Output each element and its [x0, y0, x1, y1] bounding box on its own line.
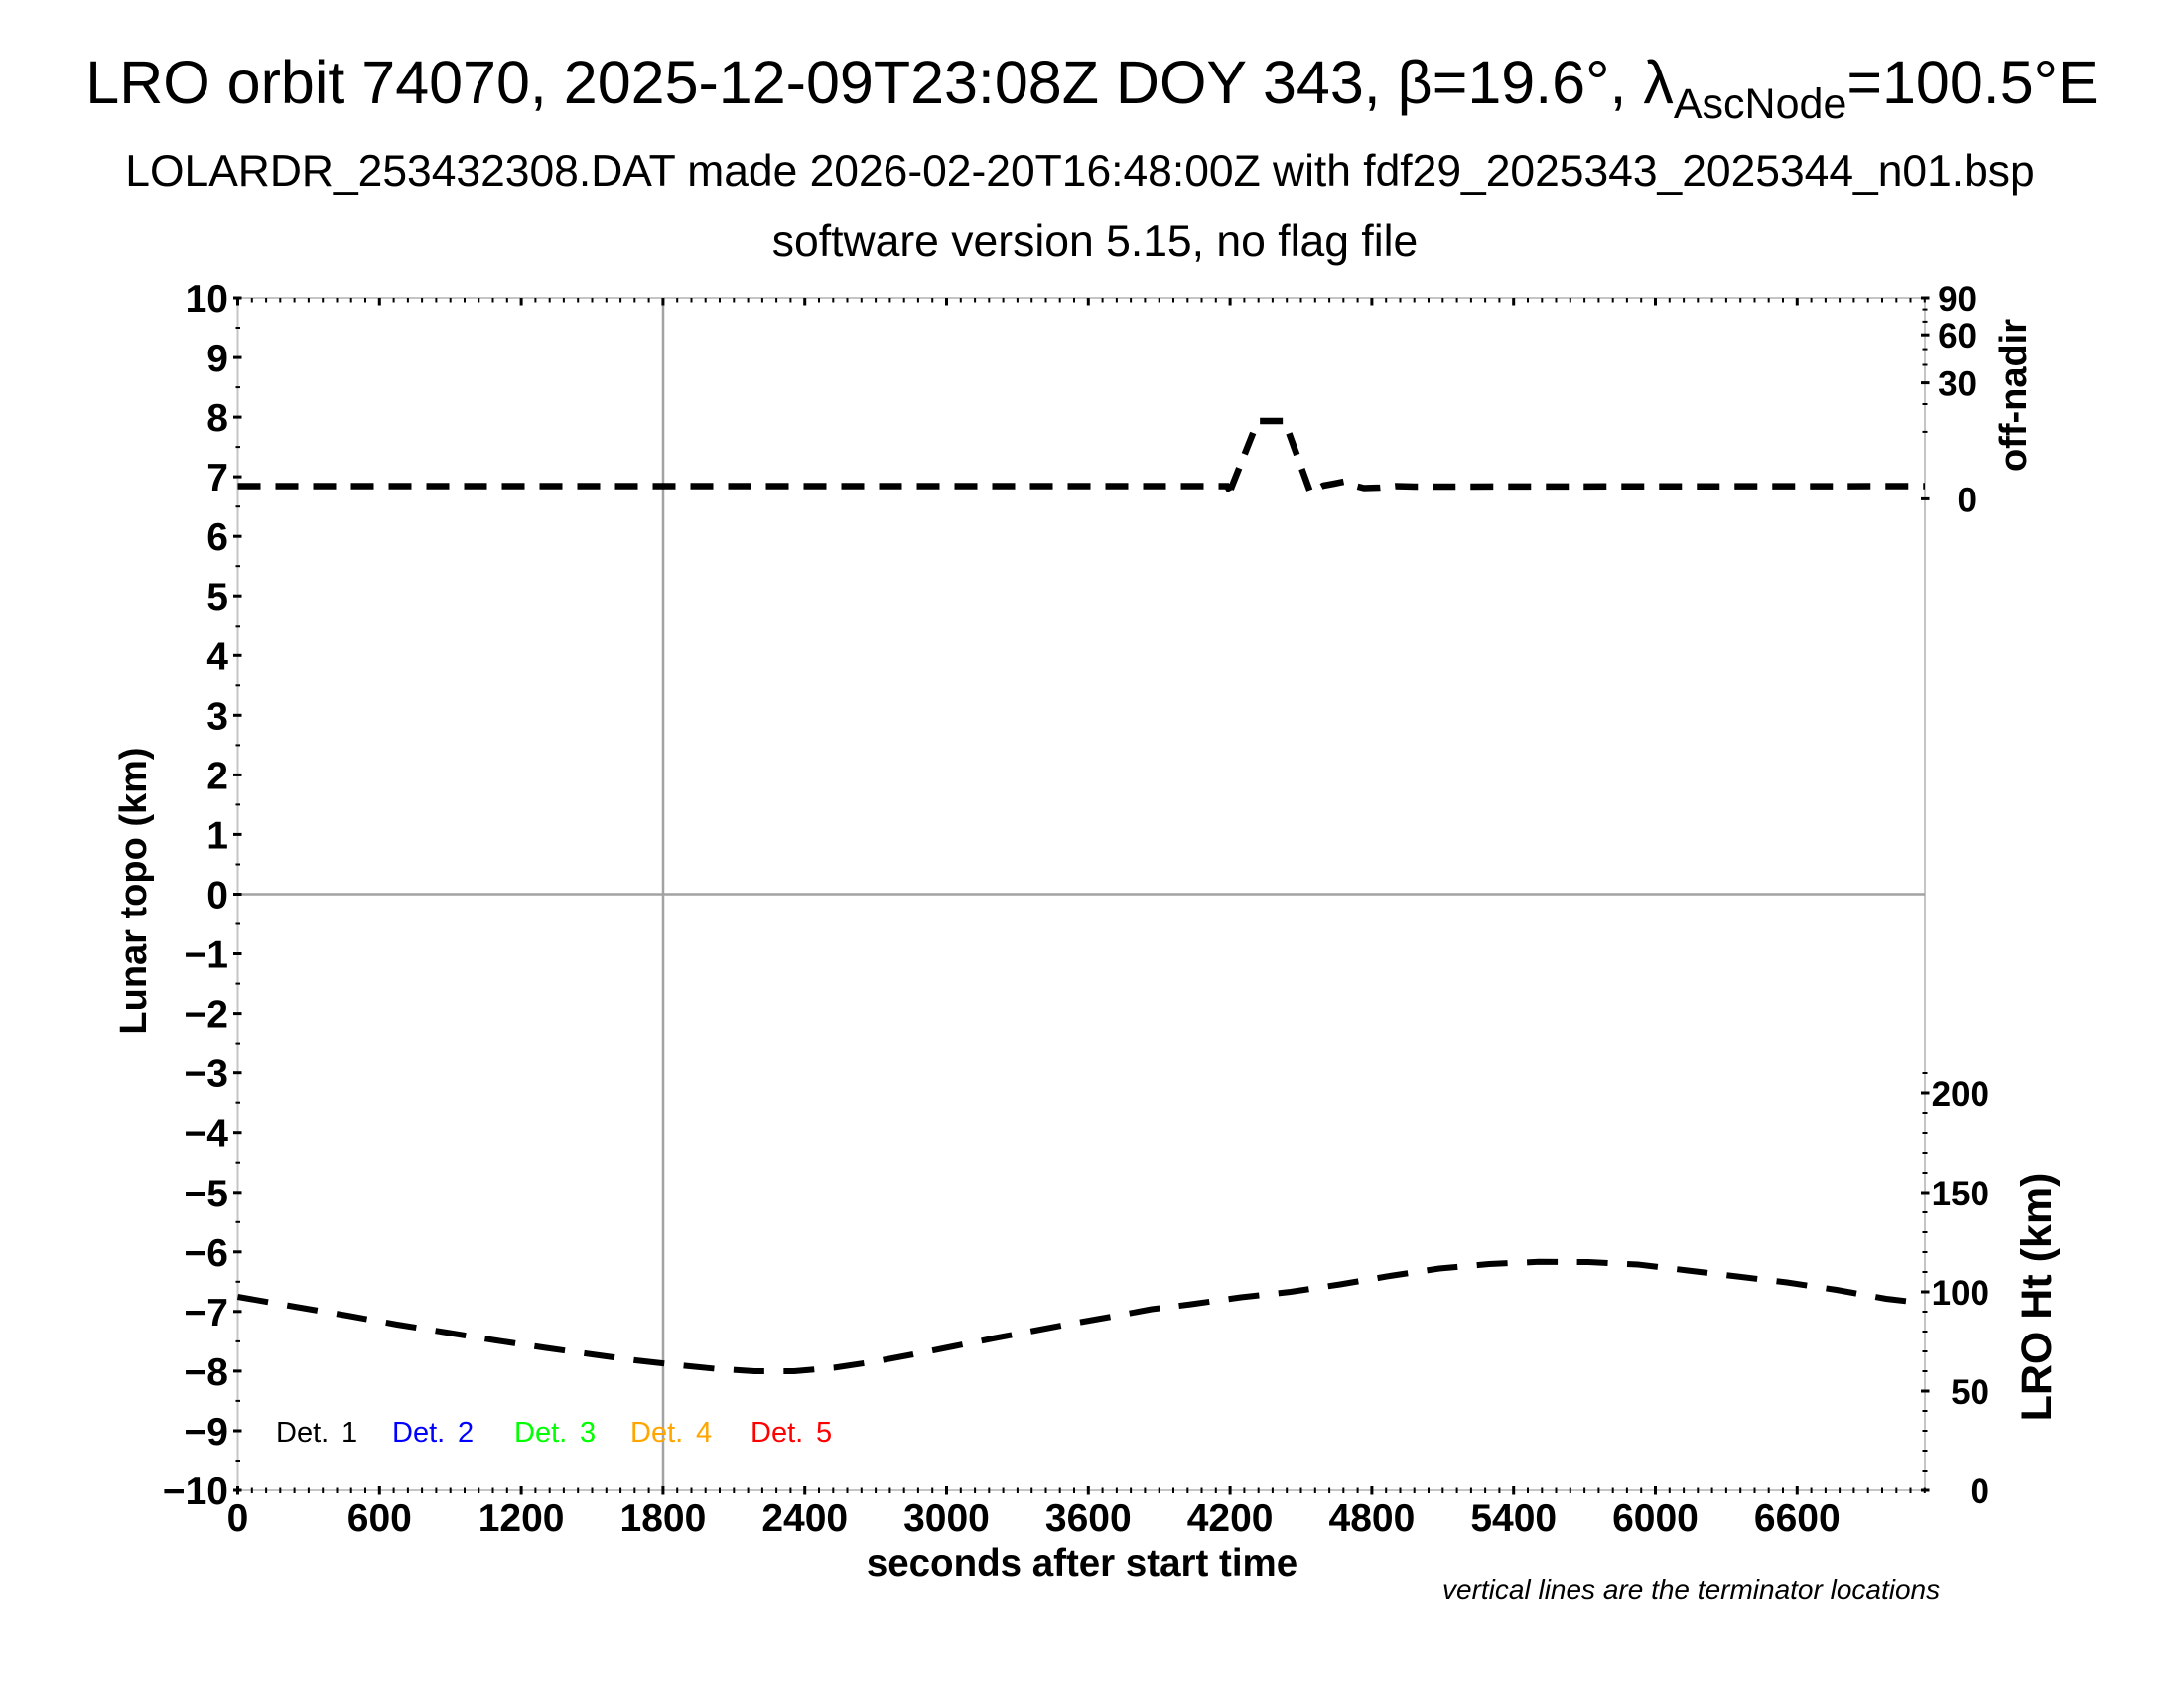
svg-text:seconds after start time: seconds after start time — [867, 1542, 1297, 1585]
svg-text:Det.: Det. — [751, 1417, 803, 1449]
svg-text:−10: −10 — [163, 1471, 228, 1513]
svg-text:5: 5 — [206, 576, 228, 619]
svg-text:200: 200 — [1932, 1075, 1989, 1114]
svg-text:3: 3 — [580, 1417, 596, 1449]
svg-text:1800: 1800 — [620, 1497, 707, 1540]
svg-text:3000: 3000 — [903, 1497, 990, 1540]
svg-text:2: 2 — [458, 1417, 474, 1449]
svg-text:Det.: Det. — [276, 1417, 329, 1449]
svg-text:4: 4 — [696, 1417, 712, 1449]
svg-text:−1: −1 — [185, 934, 228, 977]
svg-text:−8: −8 — [185, 1351, 228, 1394]
svg-text:1: 1 — [341, 1417, 357, 1449]
svg-text:6000: 6000 — [1612, 1497, 1699, 1540]
svg-text:off-nadir: off-nadir — [1993, 319, 2035, 472]
svg-text:−7: −7 — [185, 1292, 228, 1335]
svg-text:−9: −9 — [185, 1411, 228, 1454]
svg-text:6600: 6600 — [1754, 1497, 1841, 1540]
svg-text:3: 3 — [206, 695, 228, 738]
svg-text:Lunar topo (km): Lunar topo (km) — [113, 747, 155, 1034]
svg-text:10: 10 — [186, 278, 228, 321]
svg-text:4800: 4800 — [1329, 1497, 1416, 1540]
svg-text:600: 600 — [347, 1497, 412, 1540]
svg-text:30: 30 — [1938, 365, 1977, 404]
svg-text:0: 0 — [1958, 481, 1977, 519]
svg-text:90: 90 — [1938, 280, 1977, 319]
svg-text:0: 0 — [206, 875, 228, 917]
svg-text:4: 4 — [206, 635, 228, 678]
svg-text:−6: −6 — [185, 1232, 228, 1275]
svg-text:9: 9 — [206, 338, 228, 380]
svg-text:1: 1 — [206, 814, 228, 857]
svg-text:software version 5.15, no flag: software version 5.15, no flag file — [772, 217, 1419, 266]
svg-text:6: 6 — [206, 516, 228, 559]
svg-text:−5: −5 — [185, 1173, 228, 1215]
svg-text:3600: 3600 — [1045, 1497, 1132, 1540]
svg-text:2400: 2400 — [761, 1497, 848, 1540]
svg-text:−4: −4 — [185, 1113, 229, 1156]
svg-text:vertical lines are the termina: vertical lines are the terminator locati… — [1442, 1574, 1940, 1605]
svg-text:Det.: Det. — [630, 1417, 683, 1449]
svg-text:150: 150 — [1932, 1175, 1989, 1213]
svg-text:Det.: Det. — [514, 1417, 567, 1449]
svg-text:1200: 1200 — [478, 1497, 565, 1540]
svg-text:8: 8 — [206, 397, 228, 440]
svg-text:0: 0 — [1971, 1473, 1989, 1511]
svg-text:5: 5 — [816, 1417, 832, 1449]
svg-text:Det.: Det. — [392, 1417, 445, 1449]
svg-text:50: 50 — [1951, 1373, 1989, 1412]
svg-text:5400: 5400 — [1470, 1497, 1557, 1540]
svg-text:−2: −2 — [185, 994, 228, 1037]
svg-text:2: 2 — [206, 755, 228, 797]
svg-text:100: 100 — [1932, 1274, 1989, 1313]
svg-text:7: 7 — [206, 457, 228, 499]
svg-text:0: 0 — [227, 1497, 249, 1540]
svg-text:LRO Ht (km): LRO Ht (km) — [2013, 1173, 2061, 1422]
svg-text:−3: −3 — [185, 1054, 228, 1096]
svg-text:4200: 4200 — [1187, 1497, 1274, 1540]
svg-text:60: 60 — [1938, 317, 1977, 355]
svg-text:LOLARDR_253432308.DAT made 202: LOLARDR_253432308.DAT made 2026-02-20T16… — [125, 147, 2034, 196]
